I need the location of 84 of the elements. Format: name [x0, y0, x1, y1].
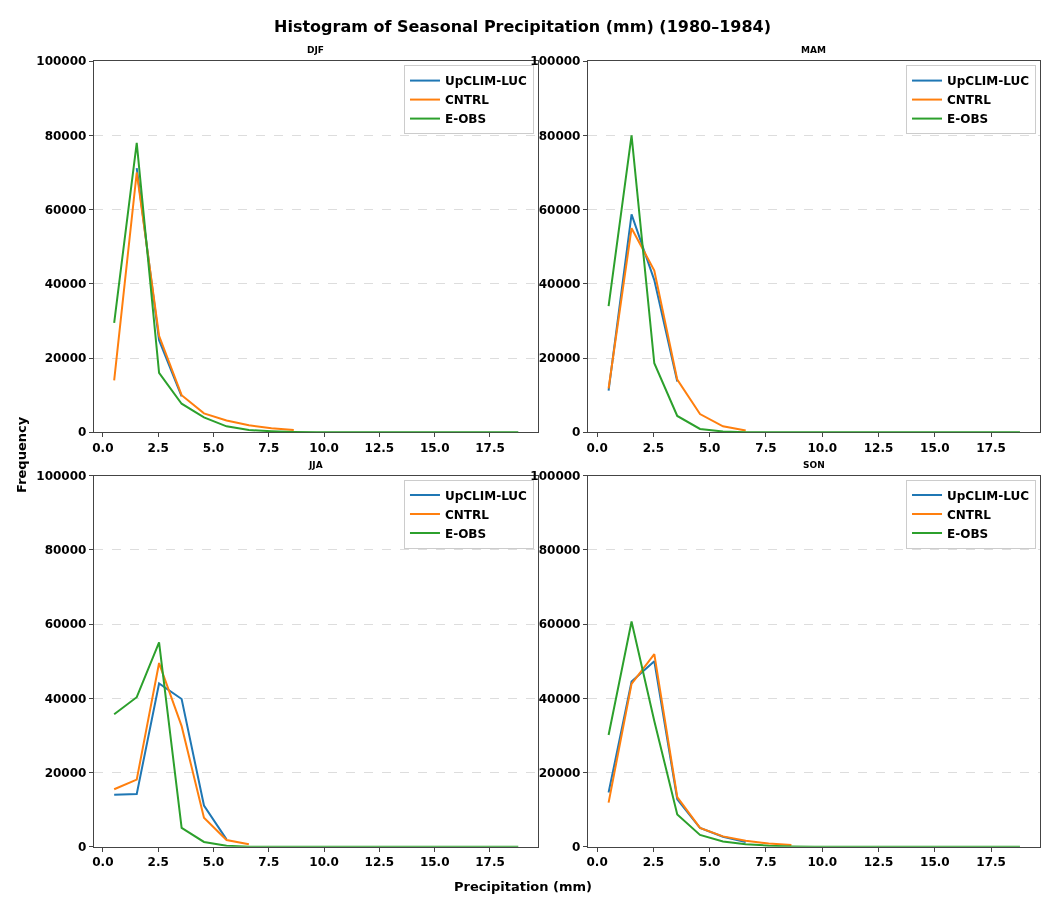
line-series [607, 227, 747, 432]
y-tick-label: 40000 [538, 691, 581, 706]
chart-title: Histogram of Seasonal Precipitation (mm) (1980–1984) [274, 17, 772, 36]
x-tick-label: 5.0 [202, 855, 225, 870]
chart-subtitle: DJF [307, 45, 324, 55]
chart-subtitle: SON [803, 460, 825, 470]
y-tick-label: 60000 [538, 202, 581, 217]
y-tick-label: 0 [78, 425, 87, 440]
x-tick-label: 15.0 [920, 855, 950, 870]
x-tick-label: 2.5 [147, 855, 169, 870]
line-series [113, 662, 250, 846]
x-tick-label: 12.5 [863, 440, 894, 455]
legend-label: E-OBS [444, 526, 487, 541]
line-series [607, 653, 793, 846]
y-tick-label: 60000 [538, 617, 581, 632]
legend-label: CNTRL [444, 93, 490, 108]
line-series [113, 682, 228, 841]
chart-subtitle: MAM [801, 45, 826, 55]
legend-label: UpCLIM-LUC [444, 74, 528, 89]
x-tick-label: 17.5 [976, 855, 1006, 870]
y-tick-label: 100000 [530, 468, 581, 483]
legend-label: CNTRL [947, 507, 992, 522]
legend-label: E-OBS [947, 526, 989, 541]
x-tick-label: 10.0 [309, 855, 339, 870]
x-tick-label: 0.0 [586, 855, 608, 870]
y-tick-label: 0 [572, 425, 581, 440]
legend-label: CNTRL [947, 93, 992, 108]
chart-subtitle: JJA [308, 460, 323, 470]
x-tick-label: 7.5 [258, 440, 280, 455]
y-tick-label: 80000 [538, 128, 581, 143]
x-tick-label: 5.0 [699, 855, 721, 870]
legend-label: CNTRL [444, 507, 490, 522]
x-tick-label: 0.0 [586, 440, 608, 455]
legend-label: E-OBS [947, 112, 989, 127]
y-axis-title: Frequency [14, 416, 30, 493]
x-tick-label: 12.5 [364, 440, 395, 455]
line-series [607, 660, 747, 843]
y-tick-label: 20000 [44, 351, 87, 366]
line-series [113, 141, 520, 433]
x-tick-label: 7.5 [755, 440, 777, 455]
legend-label: UpCLIM-LUC [947, 488, 1030, 503]
x-tick-label: 17.5 [475, 855, 505, 870]
y-tick-label: 40000 [44, 691, 87, 706]
x-tick-label: 15.0 [419, 855, 450, 870]
x-tick-label: 17.5 [976, 440, 1006, 455]
legend-label: E-OBS [444, 112, 487, 127]
y-tick-label: 60000 [44, 202, 87, 217]
x-tick-label: 7.5 [258, 855, 280, 870]
y-tick-label: 0 [572, 839, 581, 854]
line-series [607, 134, 1021, 433]
legend-label: UpCLIM-LUC [444, 488, 528, 503]
x-tick-label: 7.5 [755, 855, 777, 870]
x-tick-label: 15.0 [419, 440, 450, 455]
x-tick-label: 2.5 [147, 440, 169, 455]
y-tick-label: 60000 [44, 617, 87, 632]
x-tick-label: 0.0 [92, 440, 114, 455]
y-tick-label: 100000 [530, 54, 581, 69]
line-series [607, 213, 679, 392]
legend-label: UpCLIM-LUC [947, 74, 1030, 89]
y-tick-label: 40000 [538, 277, 581, 292]
y-tick-label: 80000 [44, 128, 87, 143]
y-tick-label: 20000 [44, 765, 87, 780]
x-tick-label: 17.5 [475, 440, 505, 455]
line-series [113, 171, 295, 432]
y-tick-label: 100000 [36, 54, 87, 69]
x-axis-title: Precipitation (mm) [454, 879, 593, 894]
y-tick-label: 20000 [538, 351, 581, 366]
y-tick-label: 80000 [44, 543, 87, 558]
y-tick-label: 80000 [538, 543, 581, 558]
x-tick-label: 2.5 [642, 440, 665, 455]
x-tick-label: 10.0 [309, 440, 339, 455]
x-tick-label: 5.0 [699, 440, 721, 455]
y-tick-label: 20000 [538, 765, 581, 780]
x-tick-label: 2.5 [642, 855, 665, 870]
y-tick-label: 0 [78, 839, 87, 854]
x-tick-label: 12.5 [364, 855, 395, 870]
x-tick-label: 0.0 [92, 855, 114, 870]
x-tick-label: 10.0 [807, 440, 838, 455]
x-tick-label: 15.0 [920, 440, 950, 455]
x-tick-label: 10.0 [807, 855, 838, 870]
y-tick-label: 40000 [44, 277, 87, 292]
x-tick-label: 12.5 [863, 855, 894, 870]
x-tick-label: 5.0 [202, 440, 225, 455]
y-tick-label: 100000 [36, 468, 87, 483]
